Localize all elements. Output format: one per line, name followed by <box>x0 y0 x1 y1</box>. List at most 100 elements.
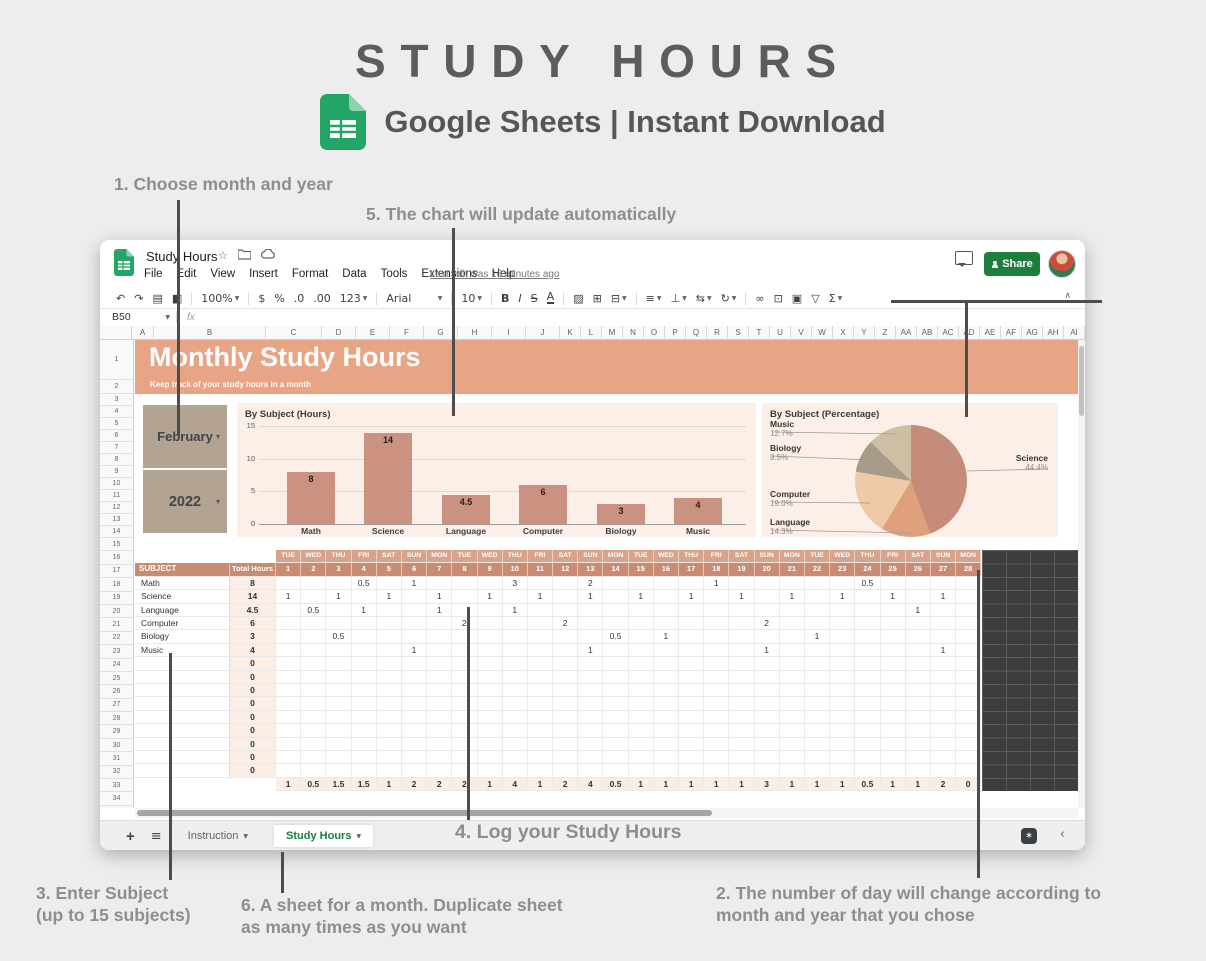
day-cell[interactable] <box>452 576 478 591</box>
row-header-27[interactable]: 27 <box>100 699 133 713</box>
day-cell[interactable] <box>502 657 528 671</box>
day-cell[interactable]: 1 <box>679 590 705 604</box>
day-cell[interactable] <box>553 670 579 684</box>
day-cell[interactable] <box>351 697 377 711</box>
row-header-32[interactable]: 32 <box>100 766 133 780</box>
day-cell[interactable] <box>779 751 805 765</box>
day-cell[interactable] <box>628 751 654 765</box>
day-cell[interactable] <box>704 643 730 658</box>
day-cell[interactable] <box>956 751 982 765</box>
day-cell[interactable] <box>905 590 931 604</box>
day-cell[interactable] <box>578 737 604 751</box>
last-edit-link[interactable]: Last edit was 16 minutes ago <box>430 269 560 280</box>
day-cell[interactable] <box>578 724 604 738</box>
day-cell[interactable] <box>855 764 881 778</box>
day-cell[interactable] <box>830 697 856 711</box>
day-cell[interactable] <box>351 617 377 631</box>
day-cell[interactable] <box>679 617 705 631</box>
bold-icon[interactable]: B <box>501 291 510 305</box>
day-cell[interactable] <box>603 576 629 591</box>
row-header-16[interactable]: 16 <box>100 551 133 565</box>
day-cell[interactable] <box>855 751 881 765</box>
day-cell[interactable] <box>653 697 679 711</box>
day-cell[interactable] <box>502 617 528 631</box>
day-cell[interactable] <box>628 764 654 778</box>
day-cell[interactable] <box>956 590 982 604</box>
day-cell[interactable] <box>502 670 528 684</box>
day-cell[interactable] <box>880 643 906 658</box>
column-header-G[interactable]: G <box>424 326 458 340</box>
day-cell[interactable] <box>880 657 906 671</box>
day-cell[interactable] <box>427 576 453 591</box>
star-icon[interactable]: ☆ <box>218 249 228 262</box>
day-cell[interactable] <box>401 590 428 604</box>
zoom-select[interactable]: 100% ▼ <box>201 291 240 305</box>
day-cell[interactable] <box>401 630 428 644</box>
day-cell[interactable] <box>527 751 554 765</box>
day-cell[interactable]: 1 <box>628 590 654 604</box>
day-cell[interactable] <box>578 764 604 778</box>
subject-cell[interactable] <box>135 684 230 698</box>
day-cell[interactable] <box>653 643 679 658</box>
day-cell[interactable] <box>527 670 554 684</box>
day-cell[interactable] <box>905 643 931 658</box>
day-cell[interactable] <box>754 576 780 591</box>
day-cell[interactable] <box>553 643 579 658</box>
day-cell[interactable] <box>679 643 705 658</box>
row-header-18[interactable]: 18 <box>100 578 133 592</box>
day-cell[interactable] <box>427 710 453 725</box>
day-cell[interactable] <box>276 603 302 617</box>
menu-extensions[interactable]: Extensions <box>421 268 478 280</box>
day-cell[interactable] <box>527 643 554 658</box>
day-cell[interactable] <box>653 670 679 684</box>
day-cell[interactable] <box>452 670 478 684</box>
day-cell[interactable] <box>452 697 478 711</box>
day-cell[interactable] <box>578 603 604 617</box>
day-cell[interactable]: 1 <box>578 643 604 658</box>
day-cell[interactable] <box>401 657 428 671</box>
day-cell[interactable] <box>779 643 805 658</box>
day-cell[interactable] <box>401 697 428 711</box>
subject-cell[interactable]: Music <box>135 643 230 658</box>
day-cell[interactable] <box>880 724 906 738</box>
day-cell[interactable] <box>376 657 402 671</box>
day-cell[interactable] <box>326 657 352 671</box>
day-cell[interactable] <box>578 617 604 631</box>
day-cell[interactable]: 1 <box>401 643 428 658</box>
day-cell[interactable] <box>376 617 402 631</box>
day-cell[interactable] <box>704 764 730 778</box>
column-header-T[interactable]: T <box>749 326 770 340</box>
column-header-I[interactable]: I <box>492 326 526 340</box>
day-cell[interactable] <box>376 751 402 765</box>
menu-help[interactable]: Help <box>491 268 516 280</box>
day-cell[interactable]: 1 <box>930 590 957 604</box>
day-cell[interactable] <box>930 684 957 698</box>
day-cell[interactable] <box>830 684 856 698</box>
day-cell[interactable] <box>653 710 679 725</box>
day-cell[interactable] <box>326 724 352 738</box>
day-cell[interactable] <box>704 617 730 631</box>
column-header-J[interactable]: J <box>526 326 560 340</box>
day-cell[interactable] <box>578 697 604 711</box>
row-header-13[interactable]: 13 <box>100 514 133 526</box>
day-cell[interactable] <box>301 590 327 604</box>
day-cell[interactable] <box>477 617 503 631</box>
day-cell[interactable] <box>301 643 327 658</box>
horizontal-align-icon[interactable]: ≡ ▼ <box>645 291 662 305</box>
subject-cell[interactable] <box>135 751 230 765</box>
day-cell[interactable] <box>276 630 302 644</box>
day-cell[interactable] <box>527 657 554 671</box>
day-cell[interactable] <box>729 764 755 778</box>
row-header-25[interactable]: 25 <box>100 672 133 686</box>
day-cell[interactable] <box>603 643 629 658</box>
day-cell[interactable] <box>830 724 856 738</box>
day-cell[interactable] <box>376 670 402 684</box>
day-cell[interactable] <box>779 697 805 711</box>
row-header-29[interactable]: 29 <box>100 725 133 739</box>
row-header-28[interactable]: 28 <box>100 712 133 726</box>
day-cell[interactable] <box>603 724 629 738</box>
day-cell[interactable] <box>628 617 654 631</box>
day-cell[interactable] <box>351 751 377 765</box>
day-cell[interactable]: 2 <box>754 617 780 631</box>
row-header-34[interactable]: 34 <box>100 792 133 806</box>
